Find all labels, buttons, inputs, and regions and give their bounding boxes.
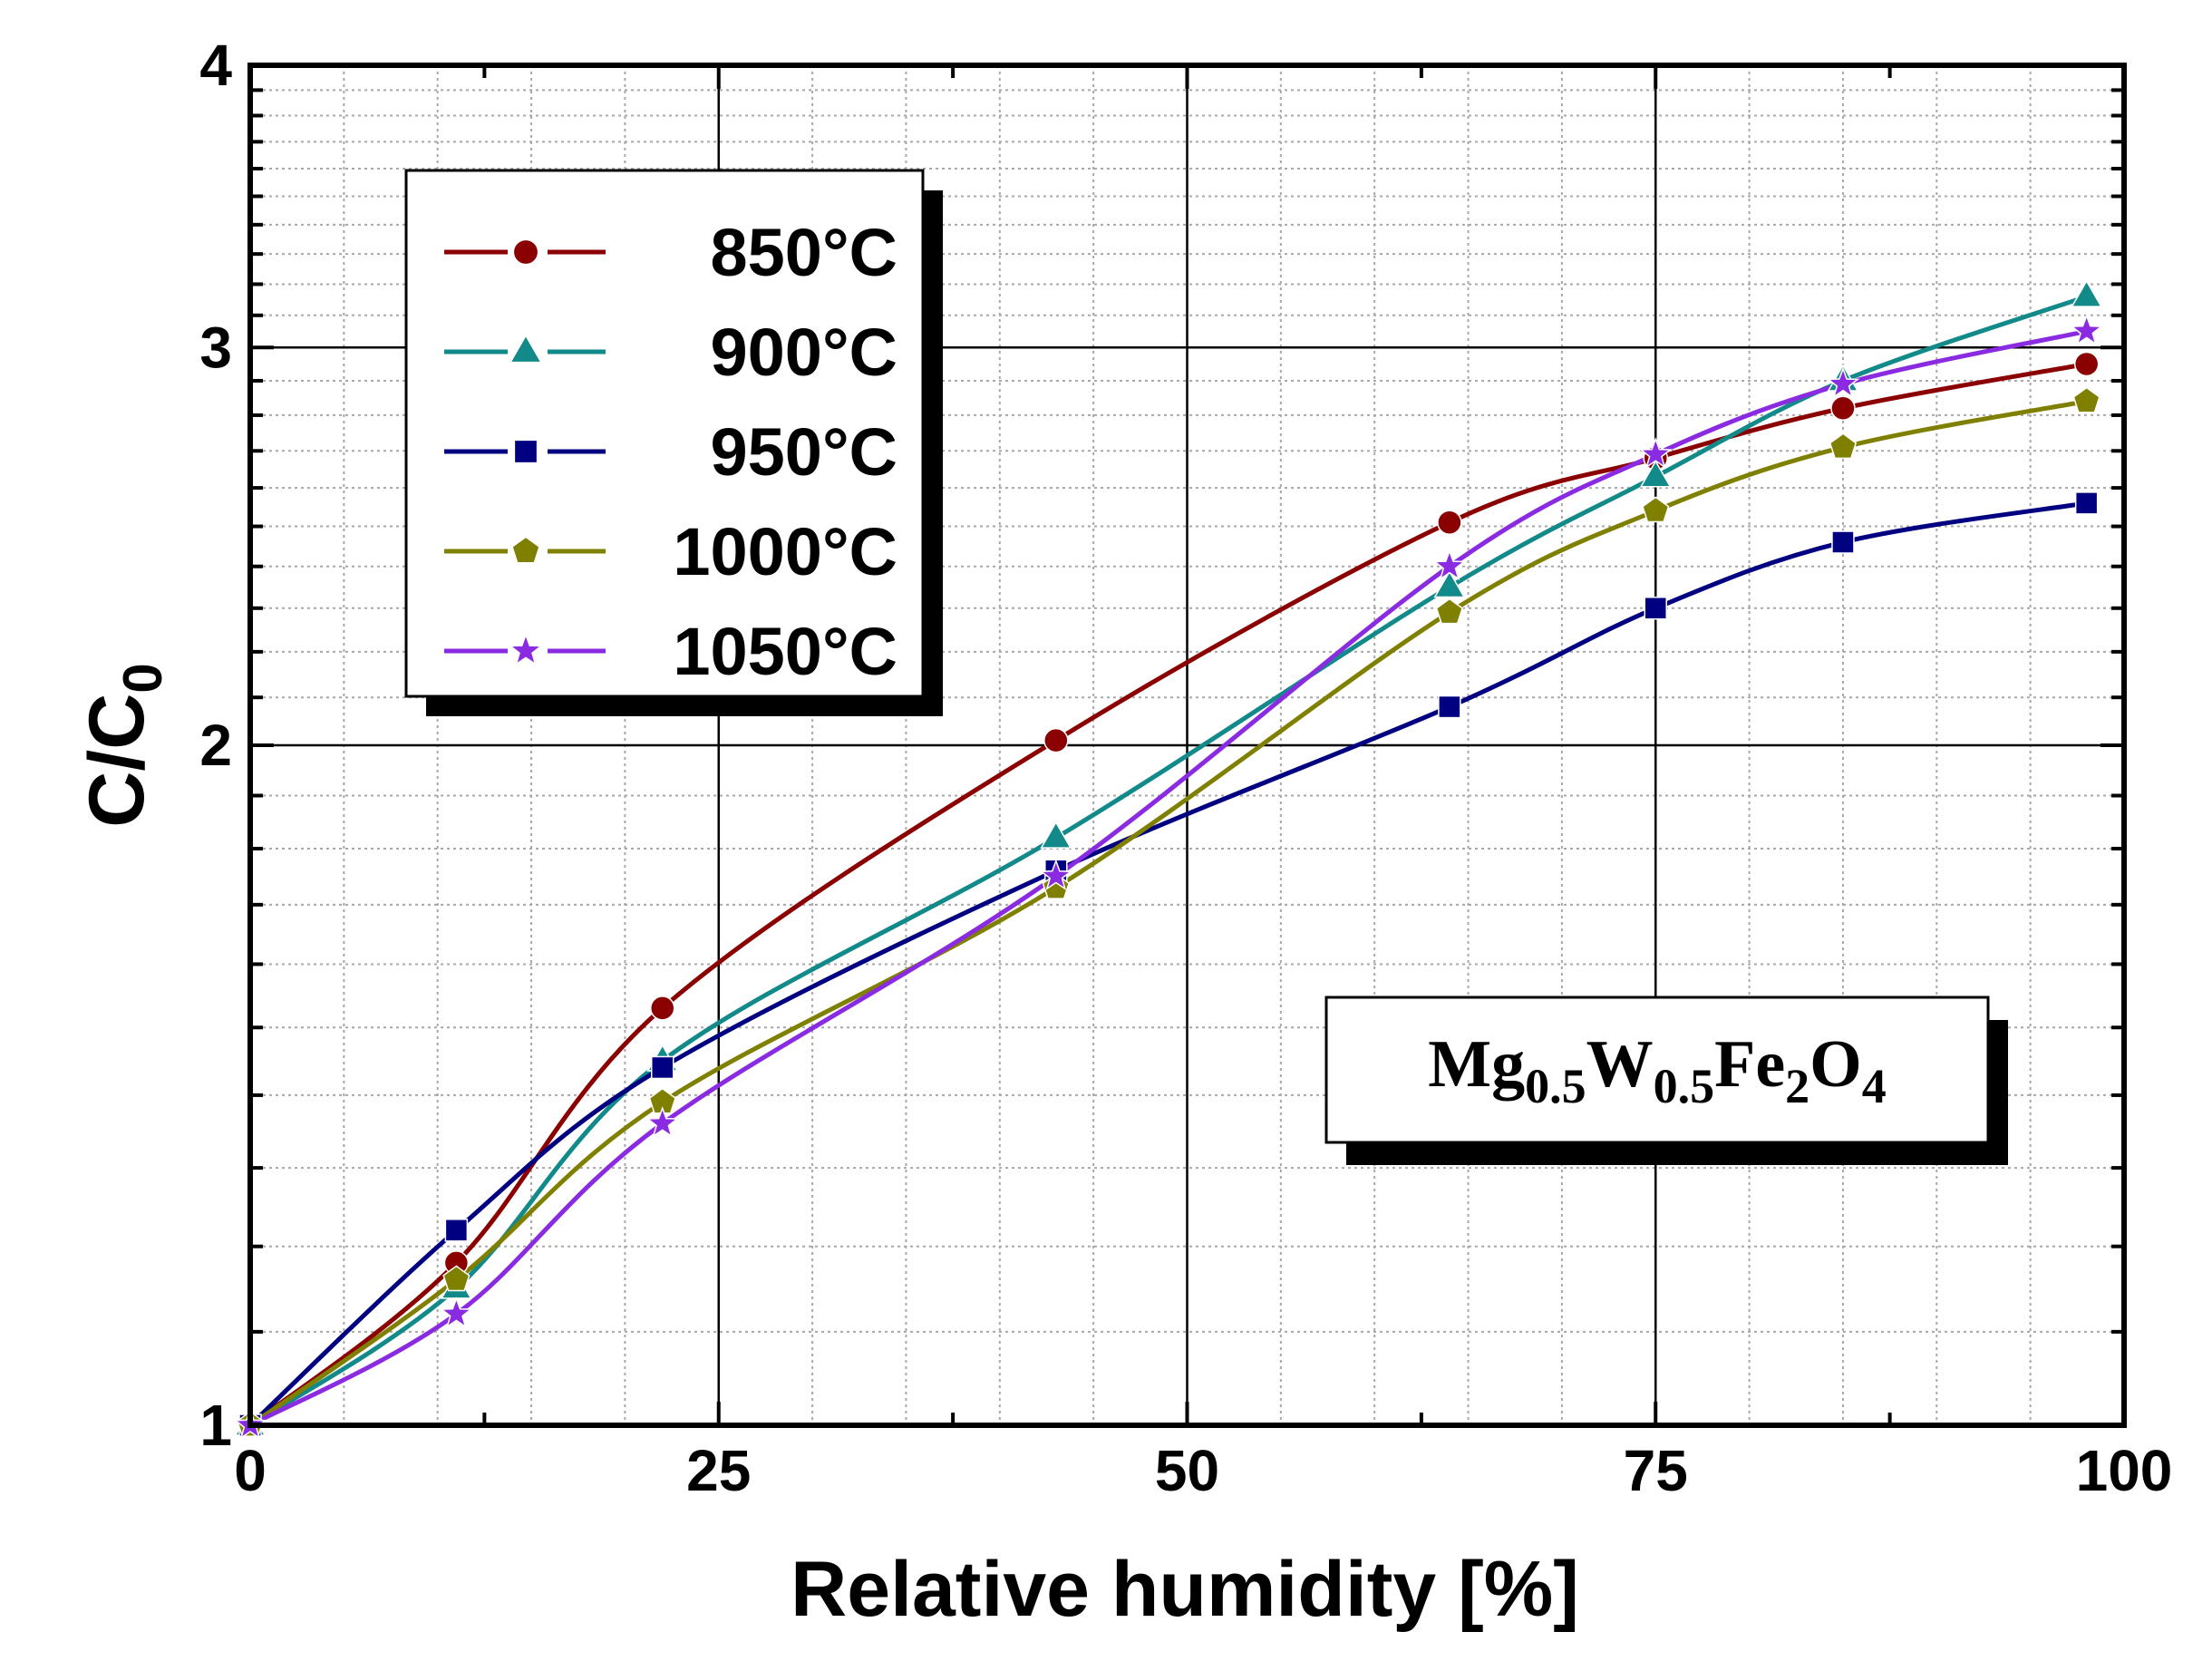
axis-ticks <box>248 63 2126 1427</box>
data-point-900C <box>2071 279 2103 307</box>
data-point-850C <box>1437 510 1462 535</box>
legend-box <box>404 169 925 698</box>
data-point-1000C <box>1435 597 1463 625</box>
data-point-900C <box>1040 821 1072 849</box>
data-point-1000C <box>1829 432 1858 460</box>
x-tick-label: 75 <box>1624 1438 1688 1503</box>
data-point-950C <box>1831 530 1855 554</box>
legend-marker-900C <box>509 334 543 364</box>
x-tick-label: 0 <box>234 1438 267 1503</box>
data-point-1050C <box>1432 549 1467 581</box>
data-point-1050C <box>645 1106 679 1138</box>
data-point-1000C <box>442 1265 471 1292</box>
legend-label-1050C: 1050°C <box>673 614 897 689</box>
series-line-950C <box>248 500 2088 1427</box>
data-point-850C <box>2073 351 2100 377</box>
y-axis-title-sub: 0 <box>112 663 173 693</box>
y-tick-label: 3 <box>199 315 232 380</box>
formula-frame <box>1324 996 1990 1144</box>
data-point-1050C <box>440 1297 473 1328</box>
y-tick-label: 2 <box>199 713 232 778</box>
x-tick-label: 100 <box>2076 1438 2173 1503</box>
formula-subscript: 4 <box>1862 1059 1887 1113</box>
legend-marker-1000C <box>511 536 540 564</box>
x-tick-label: 50 <box>1155 1438 1219 1503</box>
x-axis-title: Relative humidity [%] <box>791 1546 1579 1633</box>
y-tick-labels: 1 2 3 4 <box>199 33 232 1458</box>
formula-subscript: 0.5 <box>1654 1059 1715 1113</box>
y-axis-title-main: C/C <box>73 694 160 828</box>
x-tick-label: 25 <box>686 1438 751 1503</box>
x-tick-labels: 0 25 50 75 100 <box>234 1438 2172 1503</box>
data-point-950C <box>444 1219 469 1242</box>
legend-label-1000C: 1000°C <box>673 514 897 589</box>
data-point-950C <box>1438 695 1461 719</box>
data-point-1050C <box>1826 366 1860 399</box>
data-point-850C <box>1830 395 1856 421</box>
formula-subscript: 2 <box>1785 1059 1809 1113</box>
formula-annotation: Mg0.5W0.5Fe2O4 <box>1324 996 2008 1165</box>
legend-label-850C: 850°C <box>711 215 898 290</box>
y-tick-label: 1 <box>199 1393 232 1458</box>
legend-marker-950C <box>513 439 538 464</box>
legend-marker-850C <box>512 238 539 266</box>
data-point-950C <box>2074 491 2099 515</box>
formula-text: Mg0.5W0.5Fe2O4 <box>1428 1027 1886 1113</box>
data-point-900C <box>1433 570 1466 598</box>
legend-label-900C: 900°C <box>711 315 898 390</box>
data-point-900C <box>1639 460 1672 488</box>
legend: 850°C 900°C 950°C 1000°C 1050°C <box>404 169 943 716</box>
data-curves <box>248 294 2088 1428</box>
series-line-850C <box>248 362 2088 1427</box>
data-point-950C <box>650 1055 674 1080</box>
data-point-1000C <box>1642 496 1670 523</box>
formula-subscript: 0.5 <box>1525 1059 1586 1113</box>
data-point-1050C <box>1039 859 1073 890</box>
legend-label-950C: 950°C <box>711 414 898 490</box>
series-line-1050C <box>248 328 2088 1428</box>
data-point-850C <box>1043 727 1069 753</box>
formula-element: Fe <box>1714 1027 1785 1102</box>
formula-element: O <box>1809 1027 1862 1102</box>
data-point-1000C <box>2072 386 2100 413</box>
y-axis-title: C/C0 <box>73 663 173 827</box>
formula-element: Mg <box>1428 1027 1525 1102</box>
data-point-1050C <box>1639 437 1673 469</box>
data-point-850C <box>649 996 675 1021</box>
y-tick-label: 4 <box>199 33 232 98</box>
formula-element: W <box>1586 1027 1654 1102</box>
data-point-1050C <box>2070 314 2103 345</box>
data-point-950C <box>1644 597 1667 620</box>
series-line-1000C <box>248 399 2088 1428</box>
legend-marker-1050C <box>508 632 544 666</box>
